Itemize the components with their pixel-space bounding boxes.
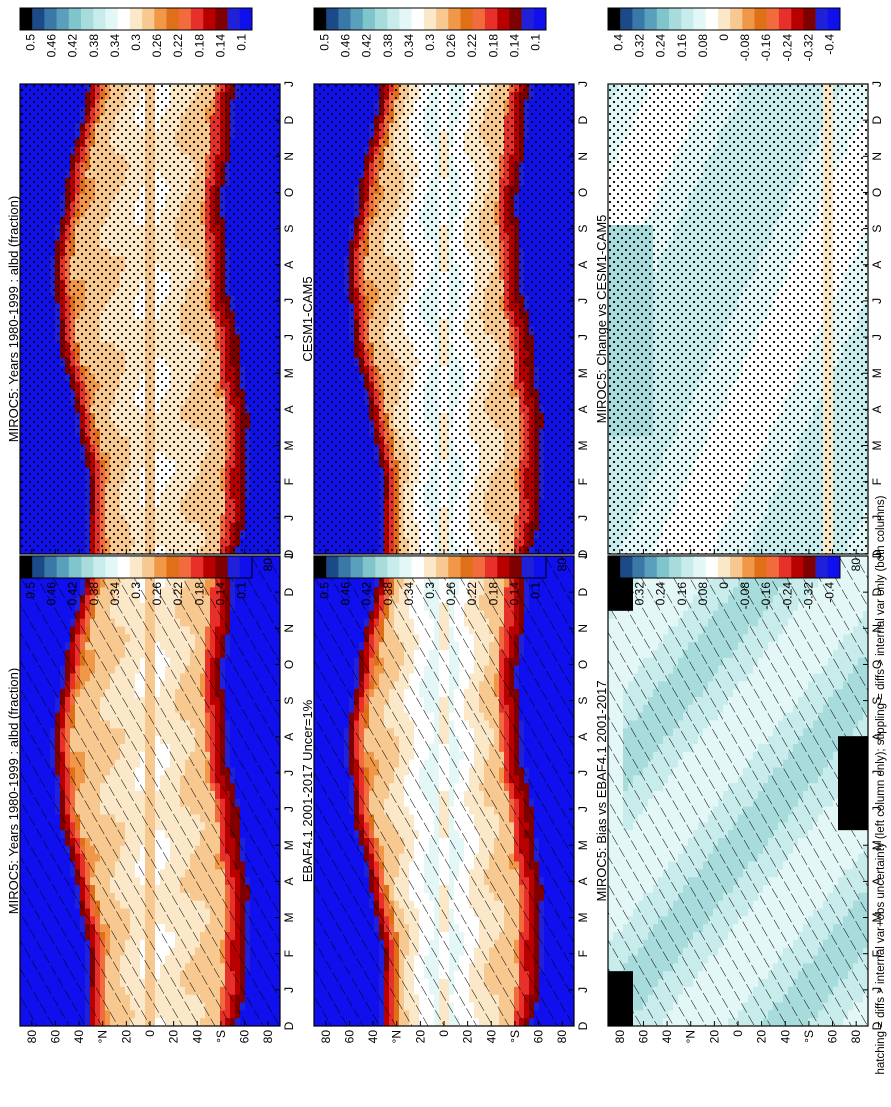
y-tick-label: 80 — [261, 1030, 275, 1044]
panel-1: DJFMAMJJASONDJ806040°N2002040°S6080MIROC… — [6, 81, 296, 571]
panel-title: MIROC5: Years 1980-1999 : albd (fraction… — [6, 668, 21, 914]
y-tick-label: 60 — [238, 1030, 252, 1044]
y-tick-label: 0 — [143, 1030, 157, 1037]
x-tick-label: J — [282, 987, 296, 993]
y-tick-label: 60 — [48, 1030, 62, 1044]
panels: D J F M A M J J A S O N D J 80 60 40 °N 20 0 20 40 °S 60 80 MIROC… — [6, 7, 884, 1043]
x-tick-label: O — [282, 660, 296, 669]
y-tick-label: 40 — [72, 1030, 86, 1044]
y-tick-label: °N — [96, 1030, 110, 1043]
y-tick-label: 20 — [167, 1030, 181, 1044]
x-tick-label: N — [282, 624, 296, 633]
y-tick-label: 20 — [119, 1030, 133, 1044]
y-tick-label: °S — [214, 1030, 228, 1043]
x-tick-label: A — [282, 733, 296, 741]
x-tick-label: J — [282, 806, 296, 812]
x-tick-label: J — [282, 553, 296, 559]
x-tick-label: M — [282, 913, 296, 923]
x-tick-label: F — [282, 950, 296, 957]
x-tick-label: M — [282, 840, 296, 850]
x-tick-label: S — [282, 697, 296, 705]
y-tick-label: 80 — [25, 1030, 39, 1044]
x-tick-label: D — [282, 1021, 296, 1030]
x-tick-label: D — [282, 587, 296, 596]
overlay-hatching — [20, 556, 280, 1026]
y-tick-label: 40 — [190, 1030, 204, 1044]
panel-0: D J F M A M J J A S O N D J 80 60 40 °N 20 0 20 40 °S 60 80 MIROC… — [6, 553, 296, 1043]
x-tick-label: A — [282, 877, 296, 885]
x-tick-label: J — [282, 770, 296, 776]
